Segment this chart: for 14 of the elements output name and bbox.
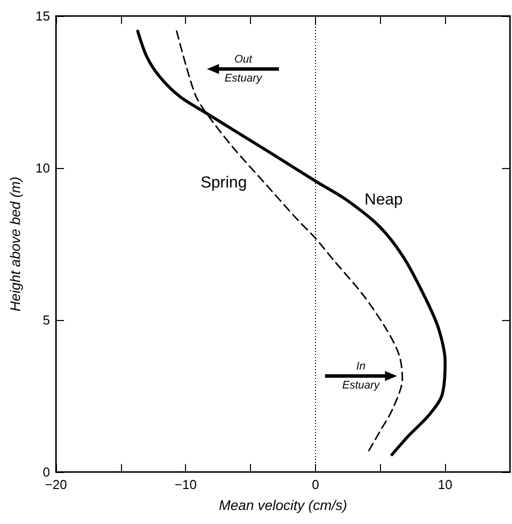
y-tick-label: 15 [36,8,50,24]
x-tick-label: 10 [438,477,452,492]
x-tick-label: −20 [44,477,68,492]
series-label: Spring [200,174,247,192]
y-axis-title: Height above bed (m) [7,176,23,312]
series-label: Neap [364,191,403,208]
annotation: In Estuary [342,360,382,392]
x-axis-title: Mean velocity (cm/s) [218,497,348,513]
y-tick-label: 10 [36,160,50,176]
annotation: Out Estuary [224,53,264,84]
x-tick-label: 0 [312,477,320,492]
x-tick-label: −10 [174,477,197,492]
y-tick-label: 0 [42,464,50,480]
y-tick-label: 5 [42,312,50,328]
